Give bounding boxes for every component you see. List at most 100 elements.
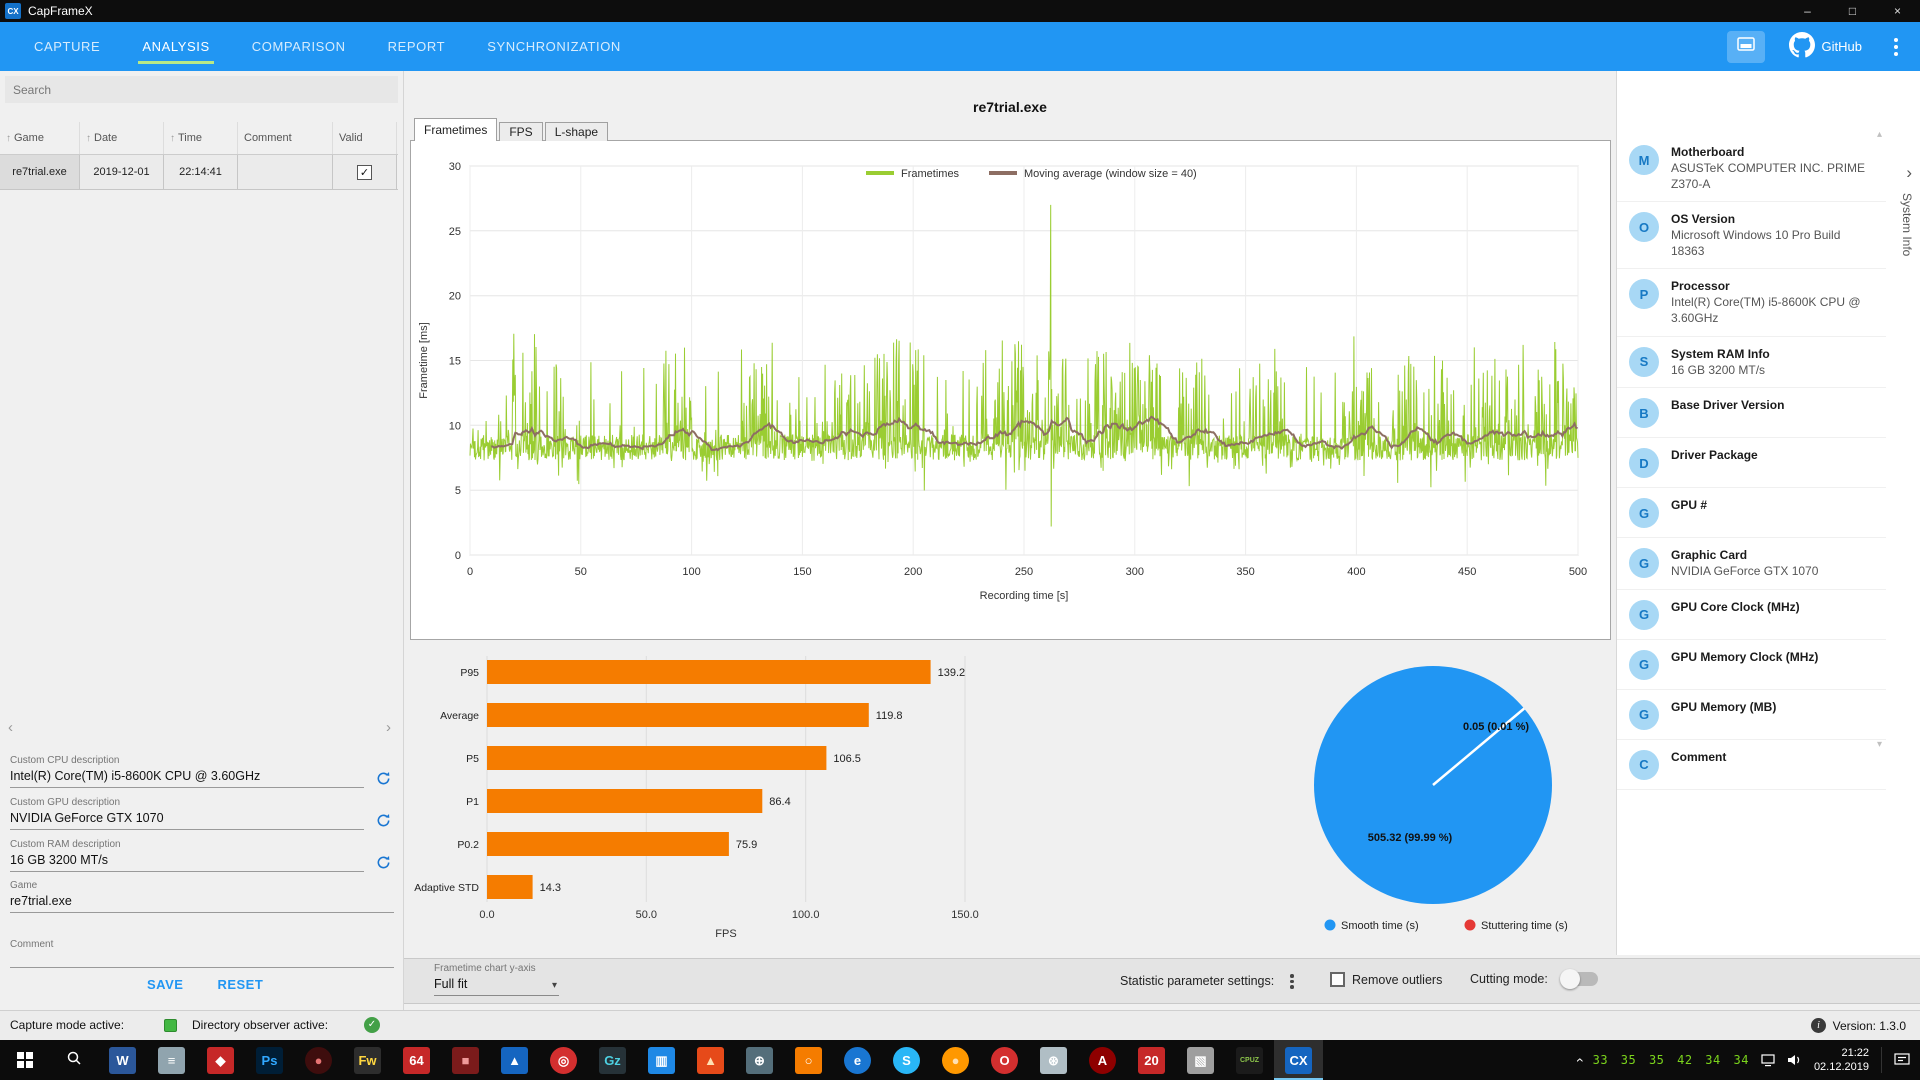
reset-button[interactable]: RESET [217, 977, 264, 992]
minimize-button[interactable]: – [1804, 4, 1811, 18]
gpu-description-input[interactable]: NVIDIA GeForce GTX 1070 [10, 809, 364, 830]
taskbar-app-firefox[interactable]: ● [931, 1040, 980, 1080]
column-header-time[interactable]: Time [164, 122, 238, 154]
taskbar-app-word[interactable]: W [98, 1040, 147, 1080]
page-previous-icon[interactable] [8, 719, 13, 736]
taskbar-app-blue-app[interactable]: ▲ [490, 1040, 539, 1080]
record-game[interactable]: re7trial.exe [0, 155, 80, 189]
taskbar-app-orange-app[interactable]: ○ [784, 1040, 833, 1080]
taskbar-app-gpu-tool[interactable]: Gz [588, 1040, 637, 1080]
cutting-mode-toggle[interactable] [1559, 969, 1598, 989]
yaxis-scale-dropdown[interactable]: Frametime chart y-axis Full fit [434, 963, 559, 996]
taskbar-app-maroon-app[interactable]: ■ [441, 1040, 490, 1080]
system-info-item-gpu-memory-clock-mhz[interactable]: G GPU Memory Clock (MHz) [1617, 640, 1886, 690]
valid-checkbox[interactable] [357, 164, 372, 180]
tab-analysis[interactable]: ANALYSIS [138, 22, 215, 71]
column-header-valid[interactable]: Valid [333, 122, 397, 154]
comment-input[interactable] [10, 951, 394, 968]
display-icon[interactable] [1761, 1053, 1775, 1067]
system-info-item-processor[interactable]: P Processor Intel(R) Core(TM) i5-8600K CPU… [1617, 269, 1886, 337]
refresh-icon[interactable] [372, 809, 394, 831]
system-info-item-comment[interactable]: C Comment [1617, 740, 1886, 790]
svg-text:0.05 (0.01 %): 0.05 (0.01 %) [1463, 721, 1529, 733]
tab-capture[interactable]: CAPTURE [34, 39, 101, 54]
page-next-icon[interactable] [386, 719, 391, 736]
taskbar-app-capframex[interactable]: CX [1274, 1040, 1323, 1080]
record-row[interactable]: re7trial.exe 2019-12-01 22:14:41 [0, 155, 398, 190]
taskbar-app-fireworks[interactable]: Fw [343, 1040, 392, 1080]
remove-outliers-checkbox[interactable]: Remove outliers [1330, 972, 1442, 987]
tab-report[interactable]: REPORT [387, 39, 446, 54]
system-info-item-graphic-card[interactable]: G Graphic Card NVIDIA GeForce GTX 1070 [1617, 538, 1886, 590]
skype-icon: S [893, 1046, 920, 1074]
tab-frametimes[interactable]: Frametimes [414, 118, 498, 141]
system-info-item-gpu-core-clock-mhz[interactable]: G GPU Core Clock (MHz) [1617, 590, 1886, 640]
system-info-item-base-driver-version[interactable]: B Base Driver Version [1617, 388, 1886, 439]
fps-statistics-svg: 0.0 50.0 100.0 150.0 P95 139.2 Average 119.8 P5 1… [414, 656, 979, 940]
svg-text:0.0: 0.0 [479, 909, 494, 921]
avatar: B [1629, 398, 1659, 429]
frametime-chart[interactable]: Frametimes Moving average (window size = … [410, 140, 1611, 640]
taskbar-clock[interactable]: 21:22 02.12.2019 [1814, 1046, 1869, 1075]
taskbar-app-app-64[interactable]: 64 [392, 1040, 441, 1080]
app-64-icon: 64 [403, 1046, 430, 1074]
taskbar-search-button[interactable] [49, 1040, 98, 1080]
taskbar-app-red-app[interactable]: ◆ [196, 1040, 245, 1080]
taskbar-app-red-swirl-app[interactable]: ◎ [539, 1040, 588, 1080]
system-info-panel: M Motherboard ASUSTeK COMPUTER INC. PRIME … [1616, 71, 1920, 955]
tab-lshape[interactable]: L-shape [544, 122, 609, 141]
column-header-game[interactable]: Game [0, 122, 80, 154]
system-info-text: Motherboard ASUSTeK COMPUTER INC. PRIME Z… [1671, 144, 1871, 192]
system-info-item-motherboard[interactable]: M Motherboard ASUSTeK COMPUTER INC. PRIME … [1617, 135, 1886, 203]
save-button[interactable]: SAVE [147, 977, 184, 992]
volume-icon[interactable] [1787, 1054, 1802, 1066]
taskbar-app-gear-app[interactable]: ⊕ [735, 1040, 784, 1080]
game-input[interactable]: re7trial.exe [10, 892, 394, 913]
taskbar-app-cpu-z[interactable]: CPUZ [1225, 1040, 1274, 1080]
statistics-settings-button[interactable] [1286, 972, 1298, 991]
close-button[interactable]: × [1893, 4, 1901, 18]
overflow-menu-button[interactable] [1890, 34, 1902, 60]
titlebar: CX CapFrameX – □ × [0, 0, 1920, 22]
github-link[interactable]: GitHub [1788, 32, 1862, 61]
taskbar-app-photoshop[interactable]: Ps [245, 1040, 294, 1080]
capture-card-button[interactable] [1726, 30, 1765, 63]
start-button[interactable] [0, 1040, 49, 1080]
refresh-icon[interactable] [372, 851, 394, 873]
sort-ascending-icon [170, 132, 175, 144]
taskbar-app-flame-app[interactable]: ▲ [686, 1040, 735, 1080]
tab-synchronization[interactable]: SYNCHRONIZATION [487, 39, 621, 54]
svg-text:119.8: 119.8 [876, 710, 903, 722]
taskbar-app-edge[interactable]: e [833, 1040, 882, 1080]
taskbar-app-app-20[interactable]: 20 [1127, 1040, 1176, 1080]
svg-text:10: 10 [449, 420, 461, 432]
tab-comparison[interactable]: COMPARISON [251, 39, 346, 54]
record-title: re7trial.exe [973, 99, 1047, 115]
system-info-item-gpu-memory-mb[interactable]: G GPU Memory (MB) [1617, 690, 1886, 740]
scroll-down-icon[interactable] [1877, 739, 1882, 750]
taskbar-app-chart-app[interactable]: ▥ [637, 1040, 686, 1080]
cpu-description-input[interactable]: Intel(R) Core(TM) i5-8600K CPU @ 3.60GHz [10, 767, 364, 788]
system-info-item-driver-package[interactable]: D Driver Package [1617, 438, 1886, 489]
taskbar-app-dark-red-browser[interactable]: ● [294, 1040, 343, 1080]
refresh-icon[interactable] [372, 767, 394, 789]
system-info-item-gpu[interactable]: G GPU # [1617, 488, 1886, 539]
taskbar-app-opera[interactable]: O [980, 1040, 1029, 1080]
maximize-button[interactable]: □ [1848, 4, 1857, 18]
tab-fps[interactable]: FPS [499, 122, 543, 141]
record-comment [238, 155, 333, 189]
ram-description-input[interactable]: 16 GB 3200 MT/s [10, 851, 364, 872]
action-center-icon[interactable] [1894, 1053, 1910, 1067]
taskbar-app-gray-doc-app[interactable]: ≡ [147, 1040, 196, 1080]
taskbar-app-snowflake-app[interactable]: ⊛ [1029, 1040, 1078, 1080]
search-input[interactable] [5, 76, 398, 103]
column-header-comment[interactable]: Comment [238, 122, 333, 154]
taskbar-app-skype[interactable]: S [882, 1040, 931, 1080]
taskbar-app-red-a-app[interactable]: A [1078, 1040, 1127, 1080]
version-label: Version: 1.3.0 [1832, 1019, 1906, 1033]
system-info-item-os-version[interactable]: O OS Version Microsoft Windows 10 Pro Buil… [1617, 202, 1886, 270]
taskbar-app-gray-app-2[interactable]: ▧ [1176, 1040, 1225, 1080]
tray-expand-icon[interactable] [1570, 1058, 1586, 1063]
column-header-date[interactable]: Date [80, 122, 164, 154]
system-info-item-system-ram-info[interactable]: S System RAM Info 16 GB 3200 MT/s [1617, 337, 1886, 389]
